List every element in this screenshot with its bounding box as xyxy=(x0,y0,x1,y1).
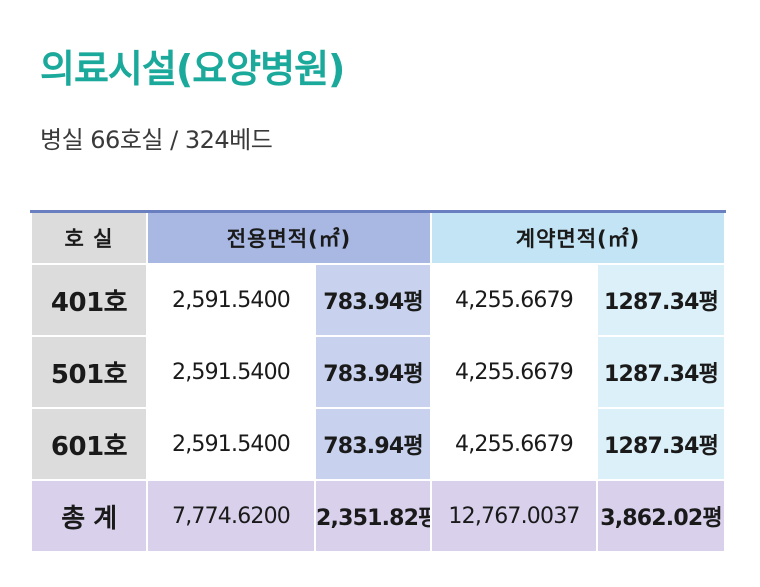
total-contract-pyeong-cell: 3,862.02평 xyxy=(596,479,727,553)
total-label-cell: 총 계 xyxy=(30,479,148,553)
exclusive-pyeong-cell: 783.94평 xyxy=(313,407,433,481)
table-row: 501호 2,591.5400 783.94평 4,255.6679 1287.… xyxy=(30,335,727,409)
room-cell: 401호 xyxy=(30,263,148,337)
table-header-row: 호 실 전용면적(㎡) 계약면적(㎡) xyxy=(30,210,727,265)
contract-pyeong-cell: 1287.34평 xyxy=(596,335,727,409)
total-exclusive-m2-cell: 7,774.6200 xyxy=(146,479,316,553)
total-contract-m2-cell: 12,767.0037 xyxy=(430,479,599,553)
page-subtitle: 병실 66호실 / 324베드 xyxy=(40,126,273,154)
area-table: 호 실 전용면적(㎡) 계약면적(㎡) 401호 2,591.5400 783.… xyxy=(30,210,727,553)
exclusive-m2-cell: 2,591.5400 xyxy=(146,407,316,481)
contract-m2-cell: 4,255.6679 xyxy=(430,335,599,409)
page-title: 의료시설(요양병원) xyxy=(40,47,345,91)
room-cell: 601호 xyxy=(30,407,148,481)
contract-pyeong-cell: 1287.34평 xyxy=(596,407,727,481)
header-exclusive-area: 전용면적(㎡) xyxy=(145,210,433,265)
exclusive-m2-cell: 2,591.5400 xyxy=(146,335,316,409)
header-room: 호 실 xyxy=(30,210,148,265)
header-contract-area: 계약면적(㎡) xyxy=(430,210,727,265)
contract-m2-cell: 4,255.6679 xyxy=(430,263,599,337)
exclusive-pyeong-cell: 783.94평 xyxy=(313,335,433,409)
total-exclusive-pyeong-cell: 2,351.82평 xyxy=(313,479,433,553)
exclusive-pyeong-cell: 783.94평 xyxy=(313,263,433,337)
table-row: 401호 2,591.5400 783.94평 4,255.6679 1287.… xyxy=(30,263,727,337)
contract-pyeong-cell: 1287.34평 xyxy=(596,263,727,337)
contract-m2-cell: 4,255.6679 xyxy=(430,407,599,481)
room-cell: 501호 xyxy=(30,335,148,409)
total-row: 총 계 7,774.6200 2,351.82평 12,767.0037 3,8… xyxy=(30,479,727,553)
table-row: 601호 2,591.5400 783.94평 4,255.6679 1287.… xyxy=(30,407,727,481)
exclusive-m2-cell: 2,591.5400 xyxy=(146,263,316,337)
